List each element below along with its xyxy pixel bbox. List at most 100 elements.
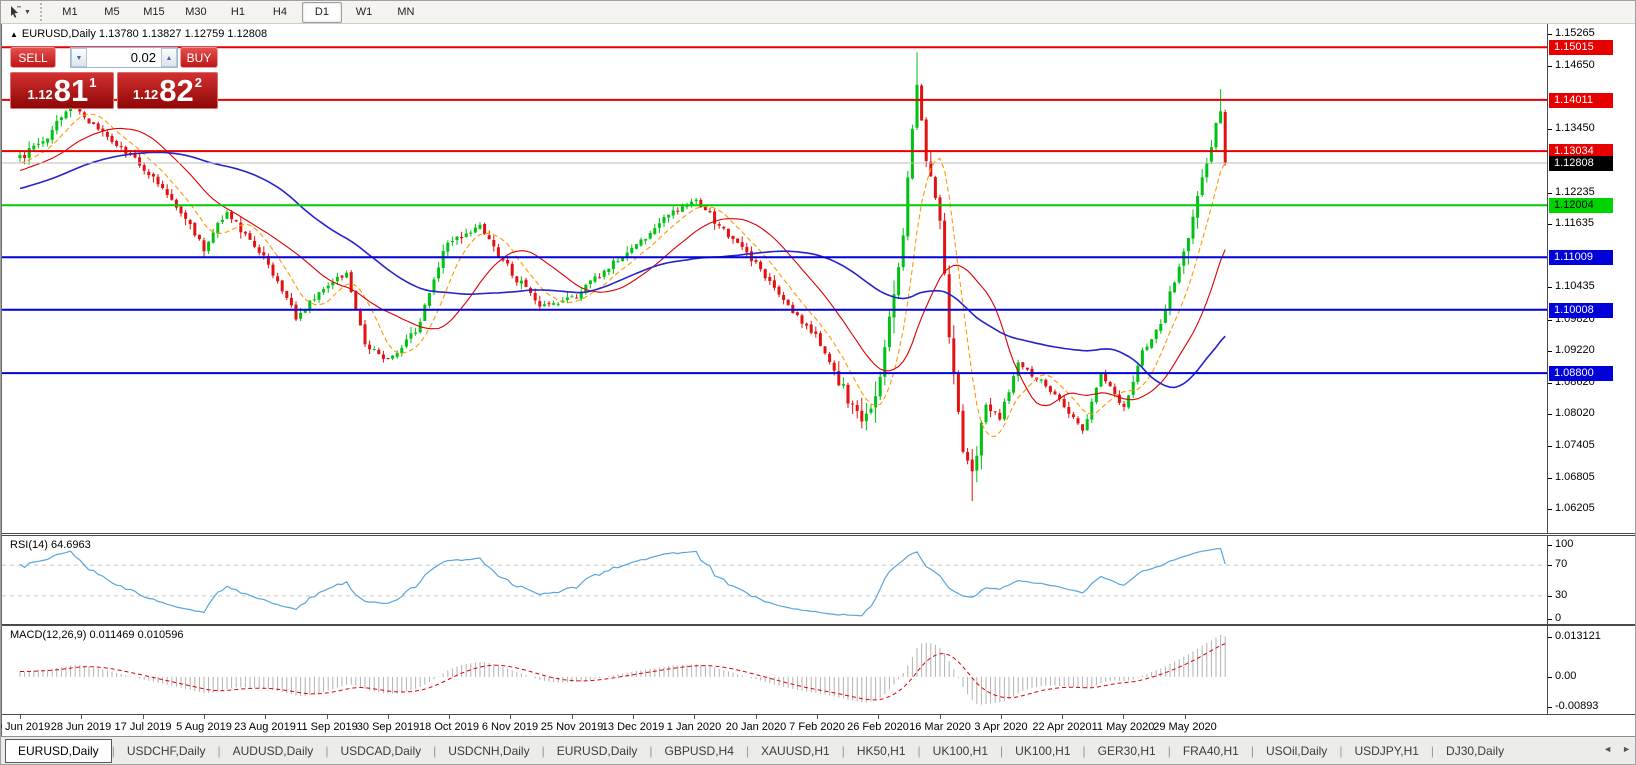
chart-tab-audusd-daily[interactable]: AUDUSD,Daily	[232, 743, 314, 758]
date-axis-tick	[1001, 715, 1002, 719]
chart-tab-dj30-daily[interactable]: DJ30,Daily	[1446, 743, 1505, 758]
rsi-line	[19, 547, 1226, 617]
tab-separator: |	[1430, 743, 1435, 758]
price-axis-tick: 1.10435	[1548, 280, 1595, 292]
date-axis-label: 22 Apr 2020	[1032, 721, 1092, 733]
date-axis-tick	[1062, 715, 1063, 719]
sell-button[interactable]: SELL	[10, 47, 56, 68]
date-axis-label: 1 Jan 2020	[666, 721, 722, 733]
chart-tab-bar: EURUSD,Daily | USDCHF,Daily | AUDUSD,Daily | U…	[1, 736, 1635, 764]
tab-separator: |	[1167, 743, 1171, 758]
chart-tab-usdjpy-h1[interactable]: USDJPY,H1	[1354, 743, 1419, 758]
tab-separator: |	[841, 743, 845, 758]
level-price-label: 1.14011	[1549, 93, 1613, 108]
price-axis-tick: 1.06805	[1548, 471, 1595, 483]
rsi-axis-tick: 30	[1548, 589, 1567, 601]
tab-separator: |	[1250, 743, 1254, 758]
date-axis-tick	[20, 715, 21, 719]
price-axis-tick: 1.07405	[1548, 439, 1595, 451]
chart-tab-xauusd-h1[interactable]: XAUUSD,H1	[761, 743, 830, 758]
rsi-indicator-panel: RSI(14) 64.6963 100 70 30 0	[2, 535, 1635, 625]
sell-price-box[interactable]: 1.12 81 1	[10, 72, 114, 109]
sell-price-big: 81	[53, 73, 89, 108]
volume-input[interactable]	[87, 48, 161, 67]
date-axis-tick	[694, 715, 695, 719]
volume-stepper: ▼ ▲	[70, 47, 178, 68]
tab-separator: |	[1082, 743, 1086, 758]
rsi-plot	[2, 547, 1547, 617]
timeframe-button-H1[interactable]: H1	[230, 5, 245, 18]
macd-histogram	[19, 635, 1226, 705]
chart-tab-hk50-h1[interactable]: HK50,H1	[856, 743, 906, 758]
chart-title: ▲ EURUSD,Daily 1.13780 1.13827 1.12759 1.…	[10, 28, 267, 40]
tab-separator: |	[325, 743, 329, 758]
chart-tab-usdcnh-daily[interactable]: USDCNH,Daily	[448, 743, 530, 758]
timeframe-button-H4[interactable]: H4	[272, 5, 287, 18]
date-axis-label: 29 May 2020	[1153, 721, 1217, 733]
date-axis-tick	[572, 715, 573, 719]
price-axis: 1.15265 1.14650 1.13450 1.12235 1.11635 1.104…	[1547, 24, 1635, 533]
date-axis-label: 23 Aug 2019	[234, 721, 296, 733]
toolbar-separator	[39, 3, 42, 21]
chart-tab-fra40-h1[interactable]: FRA40,H1	[1182, 743, 1239, 758]
date-axis-label: 26 Feb 2020	[847, 721, 909, 733]
timeframe-button-MN[interactable]: MN	[397, 5, 415, 18]
tab-separator: |	[541, 743, 545, 758]
date-axis-label: 6 Nov 2019	[481, 721, 539, 733]
macd-axis-tick: 0.013121	[1548, 630, 1601, 642]
chart-tabs: EURUSD,Daily | USDCHF,Daily | AUDUSD,Daily | U…	[5, 738, 1516, 763]
date-axis-label: 10 Jun 2019	[1, 721, 51, 733]
date-axis-label: 17 Jul 2019	[114, 721, 172, 733]
chart-tab-uk100-h1[interactable]: UK100,H1	[1015, 743, 1071, 758]
date-axis-label: 3 Apr 2020	[974, 721, 1028, 733]
level-price-label: 1.11009	[1549, 250, 1613, 265]
collapse-arrow-icon[interactable]: ▲	[10, 30, 18, 39]
chart-tab-usoil-daily[interactable]: USOil,Daily	[1265, 743, 1328, 758]
timeframe-button-M30[interactable]: M30	[185, 5, 207, 18]
timeframe-button-M15[interactable]: M15	[143, 5, 165, 18]
price-axis-tick: 1.08020	[1548, 407, 1595, 419]
buy-price-box[interactable]: 1.12 82 2	[117, 72, 218, 109]
macd-axis-tick: 0.00	[1548, 670, 1576, 682]
price-axis-tick: 1.12235	[1548, 186, 1595, 198]
tab-scroll-left-icon[interactable]: ◄	[1603, 744, 1613, 754]
timeframe-button-M5[interactable]: M5	[104, 5, 120, 18]
price-axis-tick: 1.09220	[1548, 344, 1595, 356]
timeframe-button-M1[interactable]: M1	[62, 5, 78, 18]
volume-decrease-button[interactable]: ▼	[71, 48, 87, 67]
main-price-panel: ▲ EURUSD,Daily 1.13780 1.13827 1.12759 1.…	[2, 24, 1635, 534]
date-axis-label: 25 Nov 2019	[540, 721, 604, 733]
chart-ohlc-text: EURUSD,Daily 1.13780 1.13827 1.12759 1.1…	[21, 28, 268, 40]
chart-tab-eurusd-daily[interactable]: EURUSD,Daily	[556, 743, 638, 758]
chart-tab-usdchf-daily[interactable]: USDCHF,Daily	[126, 743, 206, 758]
chart-tab-usdcad-daily[interactable]: USDCAD,Daily	[340, 743, 422, 758]
buy-button[interactable]: BUY	[180, 47, 218, 68]
tab-scroll-right-icon[interactable]: ►	[1622, 744, 1631, 754]
ma-fast-line	[19, 113, 1226, 437]
volume-increase-button[interactable]: ▲	[161, 48, 177, 67]
date-axis-tick	[817, 715, 818, 719]
buy-price-small: 1.12	[132, 87, 159, 102]
tab-separator: |	[917, 743, 921, 758]
date-axis-tick	[633, 715, 634, 719]
chart-tab-eurusd-daily[interactable]: EURUSD,Daily	[5, 738, 112, 763]
tab-separator: |	[217, 743, 221, 758]
chart-tab-gbpusd-h4[interactable]: GBPUSD,H4	[664, 743, 734, 758]
cursor-tool-icon	[11, 6, 21, 18]
macd-label: MACD(12,26,9) 0.011469 0.010596	[10, 629, 184, 641]
chart-tab-uk100-h1[interactable]: UK100,H1	[932, 743, 989, 758]
cursor-tool-button[interactable]: ▼	[5, 4, 34, 20]
timeframe-button-D1[interactable]: D1	[301, 1, 342, 23]
macd-indicator-panel: MACD(12,26,9) 0.011469 0.010596 0.013121…	[2, 625, 1635, 715]
cursor-tool-dropdown-icon[interactable]: ▼	[24, 8, 31, 16]
chart-tab-ger30-h1[interactable]: GER30,H1	[1097, 743, 1156, 758]
tab-separator: |	[433, 743, 437, 758]
timeframe-button-W1[interactable]: W1	[355, 5, 373, 18]
ma-mid-line	[19, 127, 1226, 407]
level-price-label: 1.13034	[1549, 144, 1613, 159]
date-axis-label: 5 Aug 2019	[176, 721, 232, 733]
tab-separator: |	[111, 743, 115, 758]
sell-price-small: 1.12	[27, 87, 53, 102]
